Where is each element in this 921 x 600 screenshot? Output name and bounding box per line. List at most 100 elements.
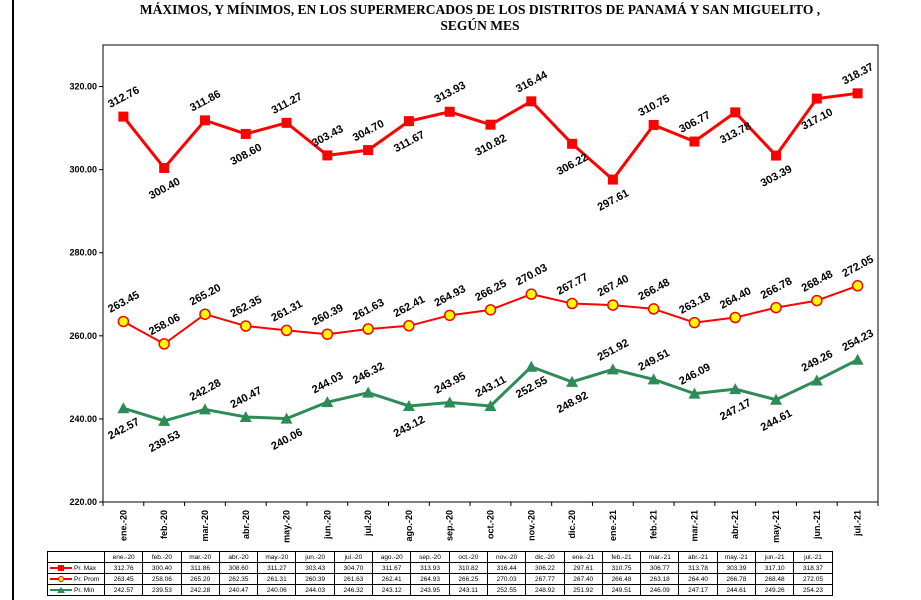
x-tick-label: ago.-20: [404, 510, 414, 542]
table-cell: 260.39: [295, 573, 335, 585]
data-label: 254.23: [840, 327, 875, 353]
table-header-cell: sep.-20: [410, 551, 450, 563]
table-cell: 263.18: [640, 573, 680, 585]
x-tick-label: ene.-20: [118, 510, 128, 541]
table-cell: 246.09: [640, 584, 680, 596]
data-point: [280, 324, 293, 337]
table-header-cell: jul.-20: [333, 551, 374, 563]
table-cell: 272.05: [793, 573, 833, 585]
data-point: [280, 412, 293, 424]
table-header-cell: abr.-20: [218, 551, 259, 563]
table-cell: 264.40: [678, 573, 718, 585]
data-label: 264.93: [433, 283, 468, 309]
data-label: 310.82: [473, 132, 508, 158]
data-label: 270.03: [514, 262, 549, 288]
data-point: [402, 399, 415, 411]
data-point: [811, 93, 822, 104]
data-label: 261.63: [351, 297, 386, 323]
data-point: [607, 299, 619, 311]
table-cell: 258.06: [142, 573, 182, 585]
data-label: 261.31: [269, 298, 304, 324]
table-cell: 311.27: [257, 562, 297, 574]
data-label: 310.75: [636, 93, 671, 119]
table-cell: 240.06: [257, 584, 297, 596]
data-point: [281, 117, 292, 128]
data-point: [444, 106, 455, 117]
data-point: [199, 115, 210, 126]
y-tick-label: 280.00: [69, 248, 97, 258]
x-tick-label: ene.-21: [608, 510, 618, 541]
data-label: 306.22: [555, 151, 590, 177]
table-cell: 308.60: [218, 562, 259, 574]
data-point: [198, 403, 211, 415]
data-label: 297.61: [596, 187, 631, 213]
table-header-cell: mar.-21: [640, 551, 680, 563]
data-label: 249.51: [636, 347, 671, 373]
data-point: [688, 316, 701, 329]
data-label: 263.45: [106, 289, 141, 315]
data-point: [118, 111, 129, 122]
data-label: 242.28: [188, 377, 223, 403]
data-label: 268.48: [800, 268, 835, 294]
data-point: [158, 414, 171, 426]
x-tick-label: jul.-21: [853, 510, 863, 537]
data-point: [158, 338, 170, 350]
table-cell: 306.77: [640, 562, 680, 574]
data-label: 244.03: [310, 370, 345, 396]
data-point: [851, 280, 864, 292]
data-point: [443, 309, 456, 322]
series-name: Pr. Max: [74, 564, 97, 572]
data-label: 243.11: [474, 374, 509, 400]
y-tick-label: 300.00: [69, 165, 97, 175]
table-cell: 254.23: [793, 584, 833, 596]
data-label: 251.92: [596, 337, 631, 363]
table-cell: 249.26: [755, 584, 795, 596]
table-cell: 306.22: [525, 562, 565, 574]
table-cell: 247.17: [678, 584, 718, 596]
table-cell: 240.47: [218, 584, 259, 596]
x-tick-label: mar.-21: [689, 510, 699, 542]
data-point: [647, 373, 660, 385]
table-cell: 244.03: [295, 584, 335, 596]
data-label: 312.76: [106, 84, 141, 110]
table-cell: 303.39: [716, 562, 757, 574]
data-label: 308.60: [229, 142, 264, 168]
data-label: 303.39: [759, 163, 794, 189]
table-header-row: ene.-20 feb.-20 mar.-20 abr.-20 may.-20 jun.-…: [47, 551, 833, 563]
table-cell: 264.93: [410, 573, 450, 585]
data-point: [403, 116, 414, 127]
table-cell: 261.31: [257, 573, 297, 585]
x-tick-label: may.-20: [282, 510, 292, 543]
data-label: 244.61: [759, 407, 794, 433]
data-point: [526, 96, 537, 107]
table-cell: 248.92: [525, 584, 565, 596]
chart-title: MÁXIMOS, Y MÍNIMOS, EN LOS SUPERMERCADOS…: [139, 2, 821, 33]
x-tick-label: nov.-20: [526, 510, 536, 541]
data-label: 311.67: [392, 129, 427, 155]
data-label: 240.47: [229, 385, 264, 411]
table-cell: 267.40: [563, 573, 603, 585]
table-cell: 311.67: [372, 562, 412, 574]
data-label: 316.44: [514, 69, 550, 96]
table-header-cell: ene.-21: [563, 551, 603, 563]
data-point: [322, 150, 333, 161]
table-header-cell: mar.-20: [180, 551, 220, 563]
table-cell: 303.43: [295, 562, 335, 574]
x-tick-label: feb.-21: [649, 510, 659, 539]
table-cell: 261.63: [333, 573, 374, 585]
table-header-cell: may.-20: [257, 551, 297, 563]
table-cell: 244.61: [716, 584, 757, 596]
x-tick-label: oct.-20: [486, 510, 496, 539]
table-header-cell: jul.-21: [793, 551, 833, 563]
table-cell: 297.61: [563, 562, 603, 574]
table-cell: 243.95: [410, 584, 450, 596]
data-label: 246.09: [677, 361, 712, 387]
y-tick-label: 260.00: [69, 331, 97, 341]
table-cell: 311.86: [180, 562, 220, 574]
data-label: 267.40: [596, 273, 631, 299]
data-point: [688, 387, 701, 399]
table-row: Pr. Prom 263.45 258.06 265.20 262.35 261.31 26…: [47, 573, 833, 585]
data-label: 260.39: [310, 302, 345, 328]
table-cell: 318.37: [793, 562, 833, 574]
